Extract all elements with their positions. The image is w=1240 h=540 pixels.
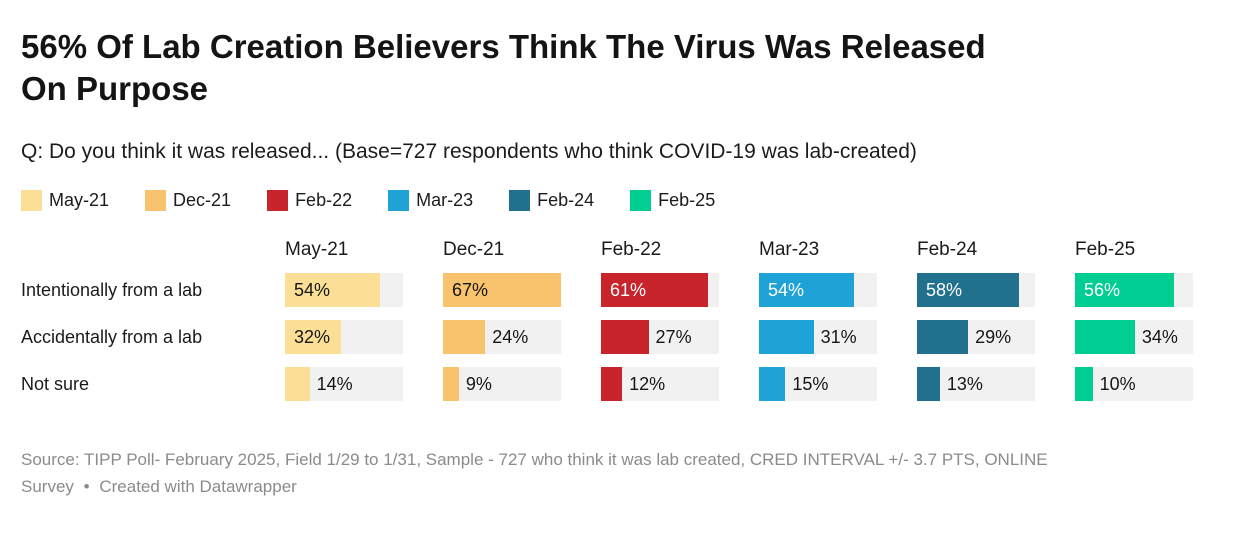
bar	[917, 273, 1020, 308]
bar	[601, 273, 709, 308]
bar	[1075, 273, 1174, 308]
legend-item: Feb-24	[509, 190, 595, 212]
legend-swatch-icon	[509, 190, 531, 212]
bar-value-label: 34%	[1141, 326, 1178, 347]
legend-item: Mar-23	[388, 190, 474, 212]
datawrapper-attribution[interactable]: Created with Datawrapper	[99, 476, 297, 496]
legend-swatch-icon	[21, 190, 42, 212]
footer-separator: •	[83, 476, 90, 496]
bar-value-label: 24%	[492, 326, 529, 347]
column-header: Feb-22	[601, 239, 662, 261]
bar-value-label: 31%	[820, 326, 857, 347]
bar-track: 31%	[759, 320, 877, 355]
chart-row: Not sure 14% 9% 12% 15% 13% 10%	[21, 367, 1219, 402]
chart-row: Intentionally from a lab 54% 67% 61% 54% 58% 5…	[21, 273, 1219, 308]
bar-track: 29%	[917, 320, 1035, 355]
bar	[601, 320, 649, 355]
bar-value-label: 27%	[655, 326, 692, 347]
legend-item-label: Mar-23	[416, 190, 474, 211]
legend-item-label: Dec-21	[173, 190, 232, 211]
bar-track: 9%	[443, 367, 561, 402]
row-label: Intentionally from a lab	[21, 279, 203, 300]
bar-track: 54%	[285, 273, 403, 308]
bar-track: 54%	[759, 273, 877, 308]
bar	[443, 273, 561, 308]
legend-swatch-icon	[267, 190, 289, 212]
bar	[1075, 367, 1093, 402]
legend-swatch-icon	[630, 190, 652, 212]
bar-track: 34%	[1075, 320, 1193, 355]
bar-value-label: 29%	[975, 326, 1012, 347]
bar-track: 10%	[1075, 367, 1193, 402]
legend-item-label: Feb-24	[537, 190, 595, 211]
bar-track: 56%	[1075, 273, 1193, 308]
bar-track: 61%	[601, 273, 719, 308]
bar-track: 58%	[917, 273, 1035, 308]
bar-track: 12%	[601, 367, 719, 402]
bar	[285, 367, 310, 402]
bar-value-label: 56%	[1084, 279, 1121, 300]
legend-item: Dec-21	[145, 190, 232, 212]
bar-track: 15%	[759, 367, 877, 402]
bar-value-label: 12%	[629, 373, 666, 394]
legend-item: May-21	[21, 190, 110, 212]
source-text: Source: TIPP Poll- February 2025, Field …	[21, 450, 1048, 496]
bar-value-label: 54%	[294, 279, 331, 300]
bar-value-label: 13%	[946, 373, 983, 394]
bar-track: 32%	[285, 320, 403, 355]
legend-item-label: Feb-25	[658, 190, 716, 211]
bar-value-label: 9%	[465, 373, 492, 394]
legend-swatch-icon	[388, 190, 410, 212]
column-header: Feb-24	[917, 239, 978, 261]
bar-track: 13%	[917, 367, 1035, 402]
column-header: Dec-21	[443, 239, 505, 261]
bar-value-label: 67%	[452, 279, 489, 300]
bar-chart: May-21 Dec-21 Feb-22 Mar-23 Feb-24 Feb-25 Inte…	[21, 239, 1219, 402]
bar	[1075, 320, 1135, 355]
legend-item-label: Feb-22	[295, 190, 353, 211]
bar	[601, 367, 623, 402]
chart-title: 56% Of Lab Creation Believers Think The …	[21, 28, 986, 108]
legend-item-label: May-21	[49, 190, 110, 211]
bar-track: 27%	[601, 320, 719, 355]
bar-value-label: 54%	[768, 279, 805, 300]
bar	[285, 320, 342, 355]
bar-track: 67%	[443, 273, 561, 308]
bar	[285, 273, 381, 308]
bar	[759, 320, 814, 355]
row-label: Not sure	[21, 373, 90, 394]
bar	[917, 320, 969, 355]
column-header: May-21	[285, 239, 349, 261]
legend-item: Feb-25	[630, 190, 716, 212]
row-label: Accidentally from a lab	[21, 326, 203, 347]
legend-item: Feb-22	[267, 190, 353, 212]
bar-track: 14%	[285, 367, 403, 402]
column-header: Mar-23	[759, 239, 820, 261]
column-header: Feb-25	[1075, 239, 1136, 261]
bar-value-label: 10%	[1099, 373, 1136, 394]
chart-row: Accidentally from a lab 32% 24% 27% 31% 29% 34…	[21, 320, 1219, 355]
bar	[759, 273, 855, 308]
bar-value-label: 14%	[316, 373, 353, 394]
legend-swatch-icon	[145, 190, 167, 212]
bar-value-label: 61%	[610, 279, 647, 300]
bar	[443, 320, 486, 355]
bar	[443, 367, 459, 402]
bar	[759, 367, 786, 402]
bar-value-label: 15%	[792, 373, 829, 394]
bar	[917, 367, 940, 402]
bar-track: 24%	[443, 320, 561, 355]
column-header-row: May-21 Dec-21 Feb-22 Mar-23 Feb-24 Feb-25	[21, 239, 1219, 261]
bar-value-label: 58%	[926, 279, 963, 300]
legend: May-21 Dec-21 Feb-22 Mar-23 Feb-24 Feb-25	[21, 190, 1219, 212]
chart-subtitle: Q: Do you think it was released... (Base…	[21, 140, 917, 164]
source-note: Source: TIPP Poll- February 2025, Field …	[21, 447, 1096, 500]
bar-value-label: 32%	[294, 326, 331, 347]
